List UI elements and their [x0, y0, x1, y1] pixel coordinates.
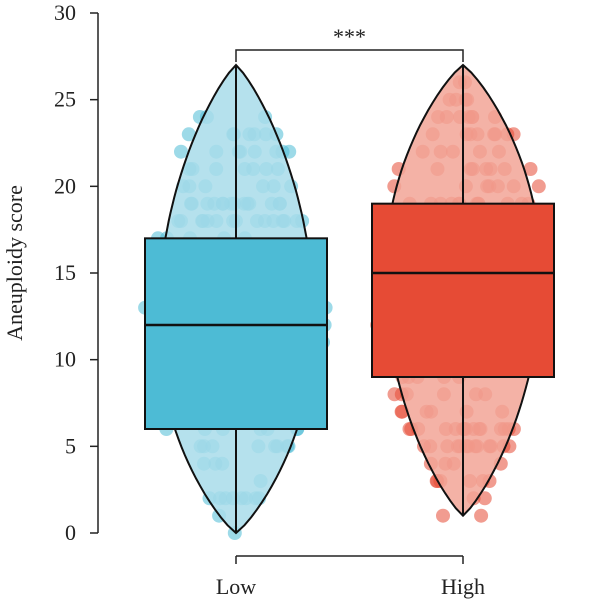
y-tick-label-25: 25 — [54, 87, 76, 112]
x-tick-label-low: Low — [216, 574, 256, 599]
box-low — [144, 237, 328, 430]
y-tick-label-0: 0 — [65, 520, 76, 545]
box-layer — [144, 65, 555, 533]
annotation-layer: *** — [235, 24, 464, 62]
data-point-high — [531, 179, 546, 194]
y-axis-title: Aneuploidy score — [2, 185, 27, 341]
x-tick-label-high: High — [441, 574, 485, 599]
y-tick-label-15: 15 — [54, 260, 76, 285]
y-tick-label-20: 20 — [54, 173, 76, 198]
y-tick-label-5: 5 — [65, 433, 76, 458]
box-high — [371, 202, 555, 378]
significance-bracket — [235, 49, 464, 62]
data-point-high — [474, 508, 489, 523]
y-tick-label-30: 30 — [54, 0, 76, 25]
y-tick-label-10: 10 — [54, 347, 76, 372]
axis-layer: Low High 0 5 10 15 20 25 30 Aneuploidy score — [2, 0, 485, 599]
significance-label: *** — [333, 24, 366, 49]
data-point-high — [436, 508, 450, 523]
data-point-low — [181, 127, 196, 142]
data-point-low — [174, 144, 188, 159]
data-point-high — [477, 491, 492, 506]
data-point-high — [523, 162, 538, 176]
